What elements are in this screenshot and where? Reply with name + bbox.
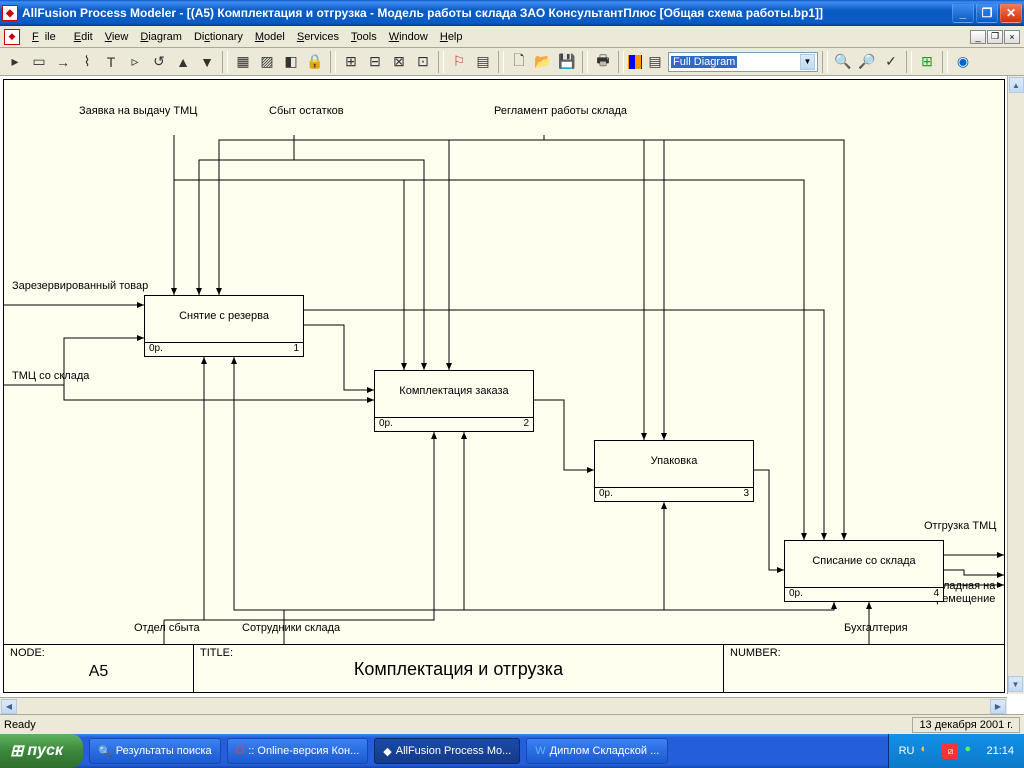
lock-icon[interactable]: 🔒 [304,51,326,73]
tb-7[interactable]: ⊡ [412,51,434,73]
mech-sotrud: Сотрудники склада [242,622,340,635]
tb-3[interactable]: ◧ [280,51,302,73]
tb-4[interactable]: ⊞ [340,51,362,73]
tb-9[interactable]: ▤ [472,51,494,73]
box-3[interactable]: Упаковка 0р.3 [594,440,754,502]
mech-otdel: Отдел сбыта [134,622,200,635]
tri-down-tool[interactable]: ▼ [196,51,218,73]
maximize-button[interactable]: ❐ [976,3,998,23]
node-value: А5 [10,663,187,681]
box-1[interactable]: Снятие с резерва 0р.1 [144,295,304,357]
box-2[interactable]: Комплектация заказа 0р.2 [374,370,534,432]
tb-6[interactable]: ⊠ [388,51,410,73]
combo-value: Full Diagram [671,56,737,68]
zoom-in-icon[interactable]: 🔍 [832,51,854,73]
menu-diagram[interactable]: Diagram [134,29,188,45]
tray-icon-3[interactable]: ● [964,743,980,759]
tb-8[interactable]: ⚐ [448,51,470,73]
in-tmc: ТМЦ со склада [12,370,89,383]
minimize-button[interactable]: _ [952,3,974,23]
title-block: NODE: А5 TITLE: Комплектация и отгрузка … [4,644,1004,692]
system-tray: RU ◐ ⧄ ● 21:14 [888,734,1024,768]
squiggle-tool[interactable]: ⌇ [76,51,98,73]
vertical-scrollbar[interactable]: ▲ ▼ [1007,76,1024,694]
box-4[interactable]: Списание со склада 0р.4 [784,540,944,602]
doc-restore-button[interactable]: ❐ [987,30,1003,44]
statusbar: Ready 13 декабря 2001 г. [0,714,1024,734]
taskbar: ⊞пуск 🔍Результаты поиска O:: Online-верс… [0,734,1024,768]
arrow-tool[interactable]: → [52,51,74,73]
menu-model[interactable]: Model [249,29,291,45]
diagram-canvas[interactable]: Заявка на выдачу ТМЦ Сбыт остатков Регла… [3,79,1005,693]
menu-help[interactable]: Help [434,29,469,45]
start-button[interactable]: ⊞пуск [0,734,83,768]
tray-icon-2[interactable]: ⧄ [942,743,958,759]
status-date: 13 декабря 2001 г. [912,717,1020,733]
app-icon: ◆ [2,5,18,21]
tray-icon-1[interactable]: ◐ [920,743,936,759]
new-icon[interactable]: 🗋 [508,51,530,73]
mech-buh: Бухгалтерия [844,622,908,635]
menu-file[interactable]: File [26,29,68,45]
tb-5[interactable]: ⊟ [364,51,386,73]
doc-icon: ◆ [4,29,20,45]
tree-icon[interactable]: ⊞ [916,51,938,73]
print-icon[interactable]: 🖶 [592,51,614,73]
number-label: NUMBER: [730,647,781,659]
tray-clock[interactable]: 21:14 [986,745,1014,757]
menu-services[interactable]: Services [291,29,345,45]
globe-icon[interactable]: ◉ [952,51,974,73]
doc-close-button[interactable]: × [1004,30,1020,44]
window-title: AllFusion Process Modeler - [(А5) Компле… [22,6,952,20]
ctrl-reglament: Регламент работы склада [494,105,627,118]
in-reserved: Зарезервированный товар [12,280,148,293]
save-icon[interactable]: 💾 [556,51,578,73]
menu-view[interactable]: View [99,29,135,45]
nav-tool[interactable]: ▹ [124,51,146,73]
list-icon[interactable]: ▤ [644,51,666,73]
task-4[interactable]: WДиплом Складской ... [526,738,668,764]
menu-dictionary[interactable]: Dictionary [188,29,249,45]
tb-2[interactable]: ▨ [256,51,278,73]
scroll-up-icon[interactable]: ▲ [1009,77,1024,93]
title-label: TITLE: [200,647,233,659]
spellcheck-icon[interactable]: ✓ [880,51,902,73]
scroll-down-icon[interactable]: ▼ [1008,676,1023,692]
ctrl-sbyt: Сбыт остатков [269,105,344,118]
toolbar: ▸ ▭ → ⌇ T ▹ ↺ ▲ ▼ ▦ ▨ ◧ 🔒 ⊞ ⊟ ⊠ ⊡ ⚐ ▤ 🗋 … [0,48,1024,76]
menu-tools[interactable]: Tools [345,29,383,45]
task-1[interactable]: 🔍Результаты поиска [89,738,221,764]
pointer-tool[interactable]: ▸ [4,51,26,73]
view-combo[interactable]: Full Diagram ▼ [668,52,818,72]
lang-indicator[interactable]: RU [899,745,915,757]
tri-up-tool[interactable]: ▲ [172,51,194,73]
ctrl-request: Заявка на выдачу ТМЦ [79,105,197,118]
out-otgruz: Отгрузка ТМЦ [924,520,996,533]
menu-edit[interactable]: Edit [68,29,99,45]
tb-1[interactable]: ▦ [232,51,254,73]
undo-tool[interactable]: ↺ [148,51,170,73]
box-tool[interactable]: ▭ [28,51,50,73]
menu-window[interactable]: Window [383,29,434,45]
task-3[interactable]: ◆AllFusion Process Mo... [374,738,520,764]
doc-minimize-button[interactable]: _ [970,30,986,44]
chevron-down-icon[interactable]: ▼ [800,54,815,70]
text-tool[interactable]: T [100,51,122,73]
titlebar: ◆ AllFusion Process Modeler - [(А5) Комп… [0,0,1024,26]
scroll-left-icon[interactable]: ◀ [1,699,17,714]
close-button[interactable]: ✕ [1000,3,1022,23]
task-2[interactable]: O:: Online-версия Кон... [227,738,369,764]
title-value: Комплектация и отгрузка [200,659,717,680]
menubar: ◆ File Edit View Diagram Dictionary Mode… [0,26,1024,48]
status-ready: Ready [4,719,36,731]
flag-icon[interactable] [628,55,642,69]
open-icon[interactable]: 📂 [532,51,554,73]
node-label: NODE: [10,647,187,659]
canvas-area: Заявка на выдачу ТМЦ Сбыт остатков Регла… [0,76,1024,714]
zoom-out-icon[interactable]: 🔎 [856,51,878,73]
scroll-right-icon[interactable]: ▶ [990,699,1006,714]
horizontal-scrollbar[interactable]: ◀ ▶ [0,697,1007,714]
